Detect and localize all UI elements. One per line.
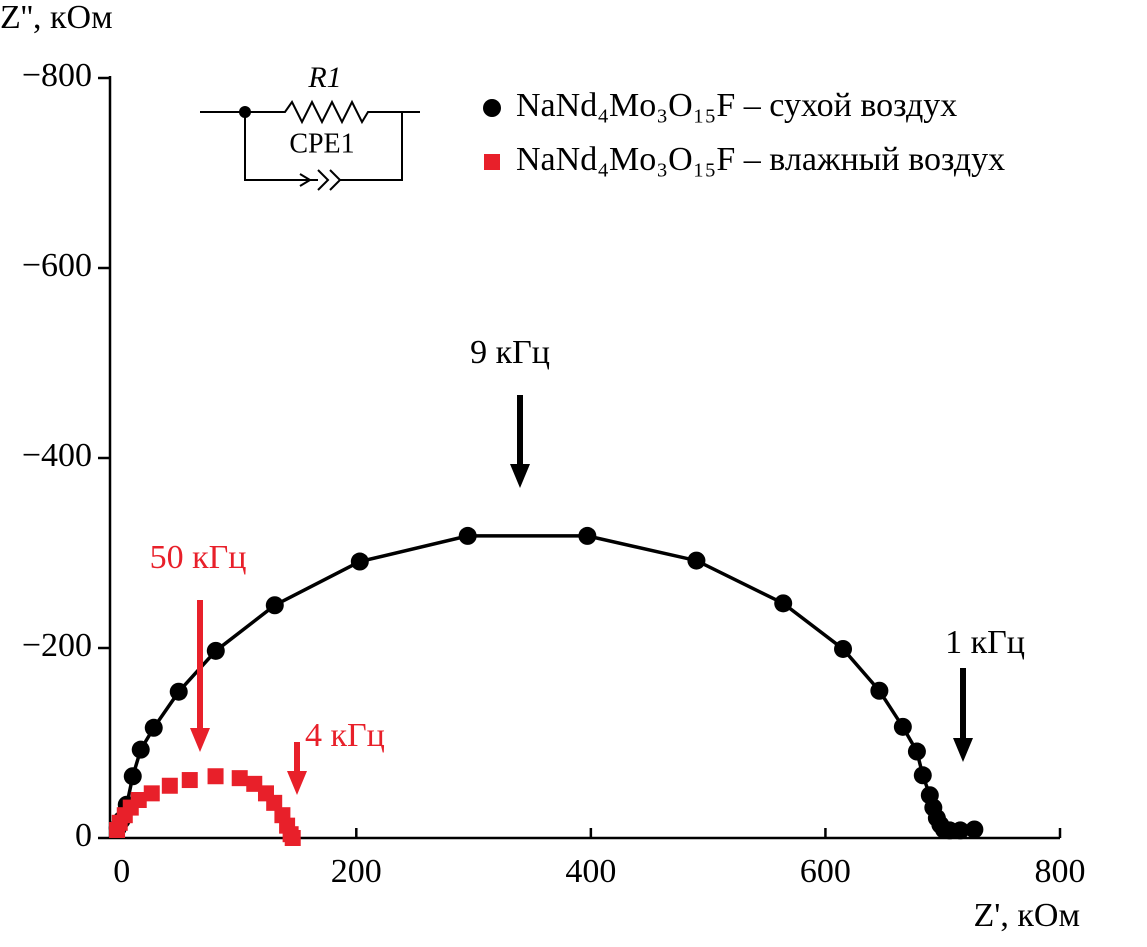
annotation-arrowhead — [510, 464, 530, 488]
data-point — [774, 594, 793, 613]
legend-marker — [484, 154, 500, 170]
data-point — [181, 772, 198, 789]
annotation: 4 кГц — [305, 717, 385, 754]
data-point — [266, 794, 283, 811]
legend-label: NaNd₄Mo₃O₁₅F – сухой воздух — [516, 87, 957, 124]
legend-label: NaNd₄Mo₃O₁₅F – влажный воздух — [516, 141, 1005, 178]
x-tick-label: 0 — [113, 853, 130, 890]
x-tick-label: 600 — [800, 853, 851, 890]
data-point — [458, 526, 477, 545]
data-point — [913, 766, 932, 785]
annotation-arrowhead — [287, 771, 307, 795]
circuit-element-label: CPE1 — [289, 128, 354, 159]
y-tick-label: 0 — [75, 817, 92, 854]
y-tick-label: −800 — [22, 57, 92, 94]
data-point — [951, 821, 970, 840]
data-point — [143, 785, 160, 802]
y-tick-label: −600 — [22, 247, 92, 284]
x-axis-label: Z', кОм — [974, 897, 1080, 934]
legend-marker — [483, 99, 501, 117]
data-point — [870, 681, 889, 700]
circuit-wire — [200, 99, 420, 191]
annotation: 9 кГц — [470, 334, 550, 371]
data-point — [893, 717, 912, 736]
circuit-resistor-label: R1 — [307, 61, 341, 94]
annotation: 1 кГц — [945, 624, 1025, 661]
x-tick-label: 800 — [1035, 853, 1086, 890]
data-point — [130, 792, 147, 808]
data-point — [206, 641, 225, 660]
data-point — [131, 740, 150, 759]
annotation-arrowhead — [953, 738, 973, 762]
data-point — [284, 830, 301, 846]
annotation-arrowhead — [190, 728, 210, 752]
data-point — [123, 767, 142, 786]
data-point — [907, 742, 926, 761]
circuit: R1 CPE1 — [200, 61, 420, 191]
data-point — [578, 526, 597, 545]
data-point — [231, 770, 248, 787]
data-point — [834, 639, 853, 658]
x-tick-label: 200 — [331, 853, 382, 890]
data-point — [687, 551, 706, 570]
y-axis-label: Z'', кОм — [0, 0, 113, 36]
x-tick-label: 400 — [565, 853, 616, 890]
data-point — [207, 768, 224, 785]
data-point — [965, 820, 984, 839]
data-point — [161, 777, 178, 794]
data-point — [265, 596, 284, 615]
annotation: 50 кГц — [150, 539, 247, 576]
y-tick-label: −200 — [22, 627, 92, 664]
y-tick-label: −400 — [22, 437, 92, 474]
data-point — [144, 718, 163, 737]
data-point — [350, 552, 369, 571]
data-point — [169, 682, 188, 701]
circuit-node — [239, 106, 251, 118]
series-line — [116, 534, 975, 833]
